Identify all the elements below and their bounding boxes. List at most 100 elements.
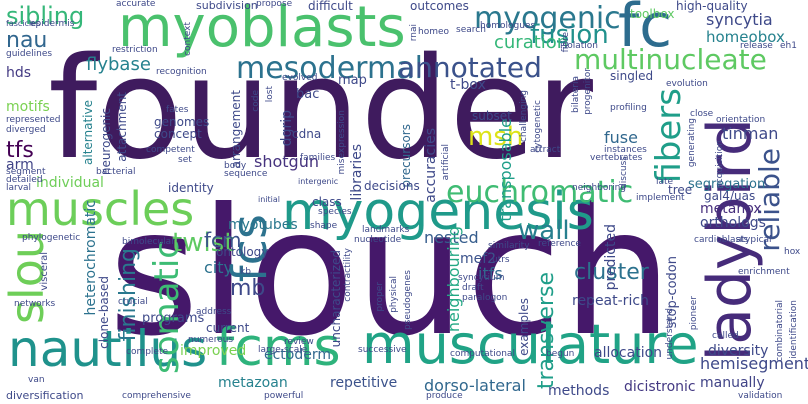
word-segregation: segregation	[688, 177, 766, 192]
word-identification: identification	[789, 300, 799, 359]
word-musculature: musculature	[362, 313, 699, 376]
word-repeat-rich: repeat-rich	[572, 293, 649, 309]
word-intergenic: intergenic	[298, 177, 339, 186]
word-complete: complete	[126, 347, 169, 357]
word-bilateria: bilateria	[571, 76, 581, 114]
word-address: address	[196, 307, 232, 317]
word-fibers: fibers	[649, 88, 689, 184]
word-nau: nau	[6, 28, 48, 53]
word-comprehensive: comprehensive	[122, 391, 191, 401]
word-identity: identity	[168, 181, 214, 195]
word-nautilus: nautilus	[8, 320, 208, 378]
word-tree: tree	[668, 183, 693, 197]
word-improved: improved	[180, 343, 247, 359]
word-physical: physical	[389, 276, 399, 313]
word-myoblasts: myoblasts	[118, 0, 406, 60]
word-code: code	[251, 90, 261, 112]
word-recognition: recognition	[156, 67, 207, 77]
word-mef2: mef2	[460, 251, 497, 267]
word-subset: subset	[472, 109, 512, 123]
word-fcms: fcms	[216, 318, 341, 378]
word-cytogenetic: cytogenetic	[533, 100, 543, 153]
word-clone-based: clone-based	[97, 276, 111, 349]
word-fusion: fusion	[530, 20, 609, 50]
word-visceral: visceral	[39, 252, 50, 291]
word-landmarks: landmarks	[362, 225, 410, 235]
word-flybase: flybase	[86, 54, 151, 75]
word-tinman: tinman	[722, 124, 779, 143]
word-hemisegment: hemisegment	[700, 354, 808, 373]
word-networks: networks	[14, 299, 56, 309]
word-t-box: t-box	[450, 77, 486, 93]
word-sibling: sibling	[6, 2, 85, 30]
word-instances: instances	[604, 145, 647, 155]
word-successive: successive	[358, 345, 407, 355]
word-itfs: itfs	[478, 264, 503, 283]
word-fascicles: fascicles	[6, 19, 41, 28]
word-transverse: transverse	[534, 272, 559, 390]
word-orthologs: orthologs	[700, 215, 766, 231]
word-combinatorial: combinatorial	[775, 300, 785, 362]
word-rnai: rnai	[409, 24, 419, 42]
word-homeobox: homeobox	[706, 28, 785, 46]
word-called: called	[712, 331, 739, 341]
word-generating: generating	[687, 118, 697, 168]
word-concept: concept	[154, 127, 202, 141]
word-bimolecular: bimolecular	[122, 237, 175, 247]
word-contractility: contractility	[343, 248, 353, 302]
word-myogenesis: myogenesis	[282, 182, 594, 242]
word-examples: examples	[517, 298, 531, 356]
word-produce: produce	[426, 391, 463, 401]
word-curation: curation	[494, 32, 569, 53]
word-challenging: challenging	[519, 90, 529, 143]
word-hds: hds	[6, 65, 32, 81]
word-shape: shape	[310, 221, 338, 231]
word-van: van	[28, 375, 45, 385]
word-search: search	[456, 25, 486, 35]
word-fc: fc	[618, 0, 673, 61]
word-pseudogenes: pseudogenes	[403, 270, 413, 331]
word-vertebrates: vertebrates	[590, 153, 643, 163]
word-epidermis: epidermis	[30, 19, 75, 29]
word-myogenic: myogenic	[474, 1, 621, 36]
word-attachment: attachment	[115, 92, 129, 162]
word-annotated: annotated	[398, 51, 542, 84]
word-syncytia: syncytia	[706, 10, 773, 29]
word-toolbox: toolbox	[630, 7, 675, 21]
word-progenitor: progenitor	[583, 68, 593, 115]
word-profiling: profiling	[610, 103, 647, 113]
word-gal4uas: gal4/uas	[704, 189, 756, 203]
word-crucial: crucial	[118, 297, 148, 307]
word-current: current	[206, 321, 250, 335]
word-msh: msh	[468, 122, 524, 152]
word-mesodermal: mesodermal	[236, 51, 423, 86]
word-reference: reference	[538, 239, 581, 249]
word-manually: manually	[700, 375, 765, 391]
word-individual: individual	[36, 175, 104, 191]
word-uncharacterized: uncharacterized	[329, 250, 343, 348]
word-numerous: numerous	[188, 335, 234, 345]
word-homeo: homeo	[418, 27, 450, 37]
word-predicted: predicted	[603, 224, 619, 291]
word-accurate: accurate	[116, 0, 156, 9]
word-diversification: diversification	[6, 389, 84, 402]
word-outcomes: outcomes	[410, 0, 469, 13]
word-neighboring: neighboring	[572, 183, 626, 193]
word-decisions: decisions	[364, 179, 420, 193]
word-repetitive: repetitive	[330, 375, 398, 391]
word-alternative: alternative	[81, 100, 95, 165]
word-draft: draft	[462, 283, 484, 293]
word-programs: programs	[142, 311, 205, 326]
word-sequence: sequence	[224, 169, 268, 179]
word-nucleotide: nucleotide	[354, 235, 402, 245]
word-validation: validation	[738, 391, 783, 401]
word-slouch: slouch	[108, 172, 673, 375]
word-genomes: genomes	[154, 115, 210, 129]
word-phylogenetic: phylogenetic	[22, 233, 81, 243]
word-twist: twist	[172, 228, 235, 258]
word-species: species	[318, 207, 352, 217]
word-evolution: evolution	[666, 79, 708, 89]
word-hox: hox	[784, 247, 801, 257]
word-implement: implement	[636, 193, 685, 203]
